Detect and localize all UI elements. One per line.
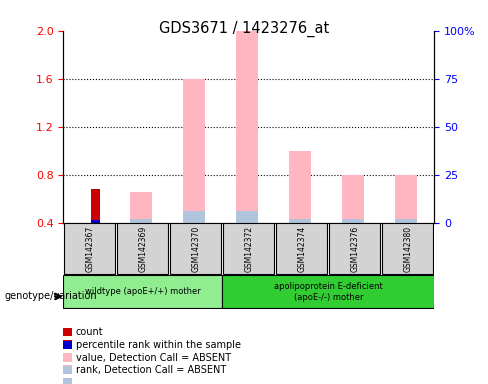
Text: apolipoprotein E-deficient
(apoE-/-) mother: apolipoprotein E-deficient (apoE-/-) mot… xyxy=(274,282,383,301)
Bar xyxy=(63,378,72,384)
FancyBboxPatch shape xyxy=(276,223,327,274)
Text: GDS3671 / 1423276_at: GDS3671 / 1423276_at xyxy=(159,21,329,37)
Bar xyxy=(183,211,205,223)
FancyBboxPatch shape xyxy=(329,223,380,274)
Text: GSM142370: GSM142370 xyxy=(191,225,201,272)
Bar xyxy=(236,211,258,223)
Bar xyxy=(91,220,100,223)
Text: percentile rank within the sample: percentile rank within the sample xyxy=(76,340,241,350)
Bar xyxy=(183,79,205,223)
Bar xyxy=(395,219,417,223)
Text: value, Detection Call = ABSENT: value, Detection Call = ABSENT xyxy=(76,353,231,362)
FancyBboxPatch shape xyxy=(383,223,433,274)
Bar xyxy=(63,340,72,348)
Bar xyxy=(342,219,364,223)
FancyBboxPatch shape xyxy=(223,275,434,308)
FancyBboxPatch shape xyxy=(64,223,115,274)
Text: GSM142380: GSM142380 xyxy=(403,225,412,272)
Bar xyxy=(289,151,311,223)
Text: genotype/variation: genotype/variation xyxy=(5,291,98,301)
Bar xyxy=(63,365,72,374)
FancyBboxPatch shape xyxy=(224,223,274,274)
FancyBboxPatch shape xyxy=(170,223,222,274)
Bar xyxy=(91,189,100,223)
FancyBboxPatch shape xyxy=(118,223,168,274)
Text: GSM142369: GSM142369 xyxy=(139,225,147,272)
Bar xyxy=(130,219,152,223)
Text: GSM142372: GSM142372 xyxy=(244,225,253,272)
Bar xyxy=(289,219,311,223)
Text: GSM142376: GSM142376 xyxy=(350,225,359,272)
Text: wildtype (apoE+/+) mother: wildtype (apoE+/+) mother xyxy=(85,287,201,296)
Bar xyxy=(395,175,417,223)
Text: GSM142374: GSM142374 xyxy=(297,225,306,272)
FancyBboxPatch shape xyxy=(63,275,223,308)
Bar xyxy=(236,31,258,223)
Bar xyxy=(342,175,364,223)
Text: rank, Detection Call = ABSENT: rank, Detection Call = ABSENT xyxy=(76,365,226,375)
Bar xyxy=(130,192,152,223)
Text: GSM142367: GSM142367 xyxy=(85,225,95,272)
Bar xyxy=(63,353,72,361)
Text: count: count xyxy=(76,327,103,337)
